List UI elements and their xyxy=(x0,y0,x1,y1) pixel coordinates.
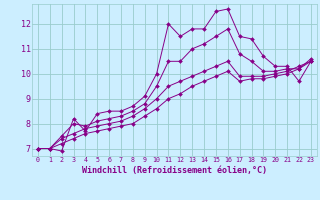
X-axis label: Windchill (Refroidissement éolien,°C): Windchill (Refroidissement éolien,°C) xyxy=(82,166,267,175)
